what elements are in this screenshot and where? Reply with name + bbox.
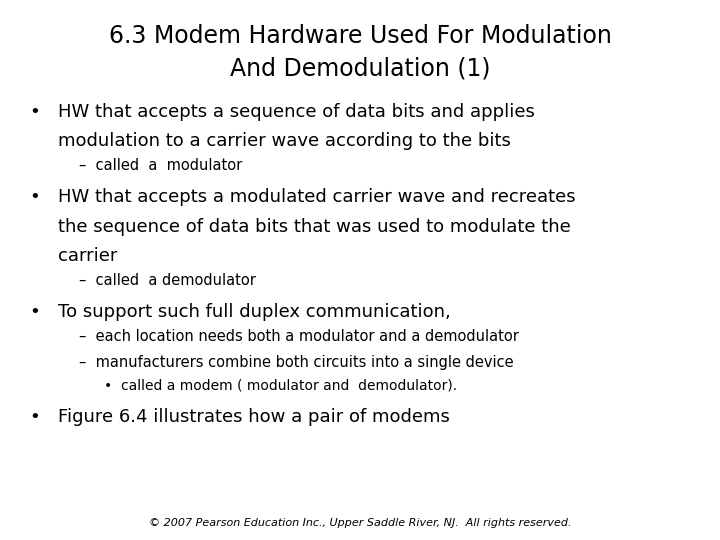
- Text: carrier: carrier: [58, 247, 117, 265]
- Text: •: •: [29, 188, 40, 206]
- Text: •  called a modem ( modulator and  demodulator).: • called a modem ( modulator and demodul…: [104, 379, 457, 393]
- Text: the sequence of data bits that was used to modulate the: the sequence of data bits that was used …: [58, 218, 570, 235]
- Text: –  manufacturers combine both circuits into a single device: – manufacturers combine both circuits in…: [79, 355, 514, 370]
- Text: •: •: [29, 303, 40, 321]
- Text: HW that accepts a modulated carrier wave and recreates: HW that accepts a modulated carrier wave…: [58, 188, 575, 206]
- Text: modulation to a carrier wave according to the bits: modulation to a carrier wave according t…: [58, 132, 510, 150]
- Text: And Demodulation (1): And Demodulation (1): [230, 57, 490, 80]
- Text: To support such full duplex communication,: To support such full duplex communicatio…: [58, 303, 450, 321]
- Text: HW that accepts a sequence of data bits and applies: HW that accepts a sequence of data bits …: [58, 103, 534, 120]
- Text: –  each location needs both a modulator and a demodulator: – each location needs both a modulator a…: [79, 329, 519, 344]
- Text: –  called  a  modulator: – called a modulator: [79, 158, 243, 173]
- Text: Figure 6.4 illustrates how a pair of modems: Figure 6.4 illustrates how a pair of mod…: [58, 408, 449, 426]
- Text: •: •: [29, 103, 40, 120]
- Text: –  called  a demodulator: – called a demodulator: [79, 273, 256, 288]
- Text: © 2007 Pearson Education Inc., Upper Saddle River, NJ.  All rights reserved.: © 2007 Pearson Education Inc., Upper Sad…: [149, 518, 571, 528]
- Text: 6.3 Modem Hardware Used For Modulation: 6.3 Modem Hardware Used For Modulation: [109, 24, 611, 48]
- Text: •: •: [29, 408, 40, 426]
